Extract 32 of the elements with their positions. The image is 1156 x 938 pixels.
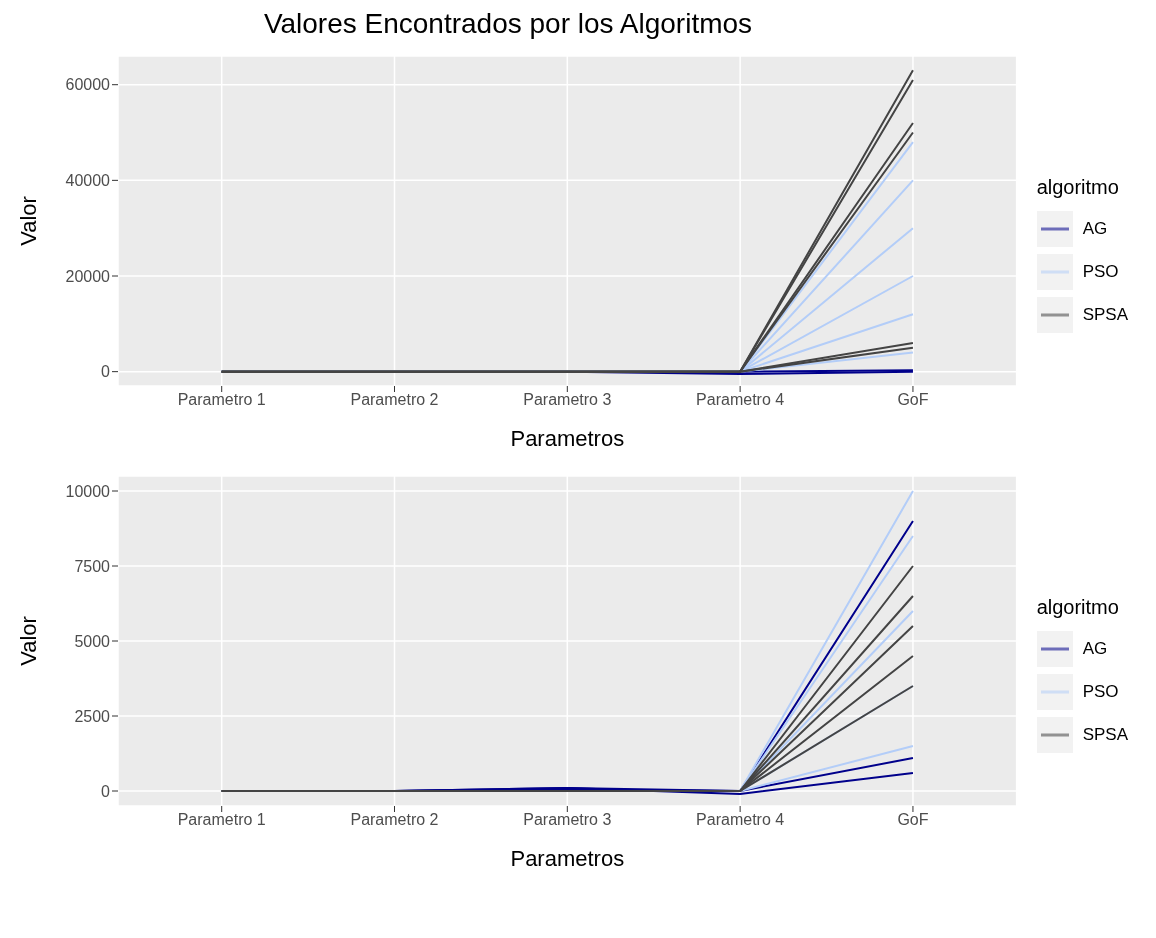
x-axis-title: Parametros [510,846,625,871]
x-tick-label: Parametro 2 [350,811,439,829]
y-tick-label: 40000 [65,172,111,190]
legend-label: SPSA [1082,304,1128,325]
x-tick-label: Parametro 1 [177,811,266,829]
y-tick-label: 0 [101,363,111,381]
legend-label: AG [1082,218,1108,239]
y-tick-label: 7500 [74,557,111,575]
x-axis-title: Parametros [510,426,625,451]
y-tick-label: 2500 [74,707,111,725]
x-tick-label: Parametro 4 [696,811,785,829]
legend-title: algoritmo [1036,596,1120,619]
legend-label: PSO [1082,681,1119,702]
legend-label: PSO [1082,261,1119,282]
x-tick-label: Parametro 2 [350,391,439,409]
legend-label: SPSA [1082,724,1128,745]
y-axis-title: Valor [15,196,41,246]
y-tick-label: 60000 [65,76,111,94]
x-tick-label: Parametro 3 [523,811,612,829]
y-tick-label: 10000 [65,482,111,500]
y-tick-label: 5000 [74,632,111,650]
x-tick-label: Parametro 4 [696,391,785,409]
y-tick-label: 0 [101,782,111,800]
x-tick-label: Parametro 1 [177,391,266,409]
x-tick-label: GoF [897,811,929,829]
legend-label: AG [1082,638,1108,659]
y-axis-title: Valor [15,616,41,666]
x-tick-label: GoF [897,391,929,409]
x-tick-label: Parametro 3 [523,391,612,409]
legend-title: algoritmo [1036,176,1120,199]
y-tick-label: 20000 [65,267,111,285]
chart-title: Valores Encontrados por los Algoritmos [262,8,754,40]
